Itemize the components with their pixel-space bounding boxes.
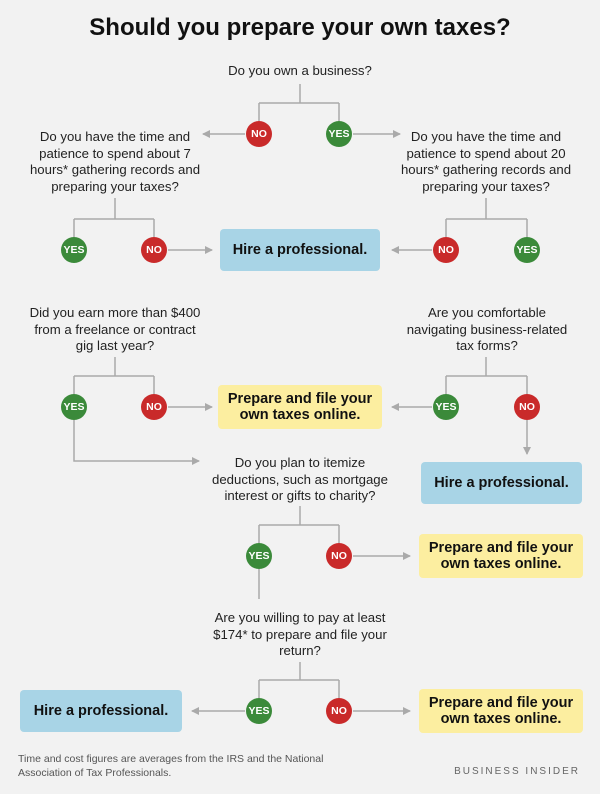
- no-badge: NO: [246, 121, 272, 147]
- connector: [73, 420, 200, 465]
- connector: [445, 198, 528, 237]
- question-business-forms: Are you comfortable navigating business-…: [406, 305, 568, 353]
- yes-badge: YES: [246, 698, 272, 724]
- no-badge: NO: [433, 237, 459, 263]
- yes-badge: YES: [61, 394, 87, 420]
- brand-logo: BUSINESS INSIDER: [454, 766, 580, 777]
- question-freelance-income: Did you earn more than $400 from a freel…: [29, 305, 201, 353]
- yes-badge: YES: [433, 394, 459, 420]
- connector: [445, 357, 528, 394]
- footnote: Time and cost figures are averages from …: [18, 753, 324, 779]
- yes-badge: YES: [326, 121, 352, 147]
- question-time-20-hours: Do you have the time and patience to spe…: [400, 129, 572, 194]
- connector: [258, 662, 340, 698]
- connector: [258, 506, 340, 543]
- outcome-hire-professional: Hire a professional.: [220, 229, 380, 271]
- no-badge: NO: [141, 237, 167, 263]
- outcome-prepare-online: Prepare and file your own taxes online.: [419, 689, 583, 733]
- outcome-prepare-online: Prepare and file your own taxes online.: [218, 385, 382, 429]
- connector: [258, 84, 340, 121]
- yes-badge: YES: [61, 237, 87, 263]
- no-badge: NO: [326, 543, 352, 569]
- no-badge: NO: [141, 394, 167, 420]
- outcome-hire-professional: Hire a professional.: [421, 462, 582, 504]
- no-badge: NO: [514, 394, 540, 420]
- connector: [73, 357, 155, 394]
- yes-badge: YES: [246, 543, 272, 569]
- yes-badge: YES: [514, 237, 540, 263]
- question-own-business: Do you own a business?: [228, 63, 372, 78]
- connector: [73, 198, 155, 237]
- question-willing-to-pay: Are you willing to pay at least $174* to…: [213, 610, 387, 658]
- no-badge: NO: [326, 698, 352, 724]
- chart-title: Should you prepare your own taxes?: [89, 14, 511, 41]
- question-time-7-hours: Do you have the time and patience to spe…: [29, 129, 201, 194]
- outcome-prepare-online: Prepare and file your own taxes online.: [419, 534, 583, 578]
- outcome-hire-professional: Hire a professional.: [20, 690, 182, 732]
- question-itemize-deductions: Do you plan to itemize deductions, such …: [212, 455, 388, 503]
